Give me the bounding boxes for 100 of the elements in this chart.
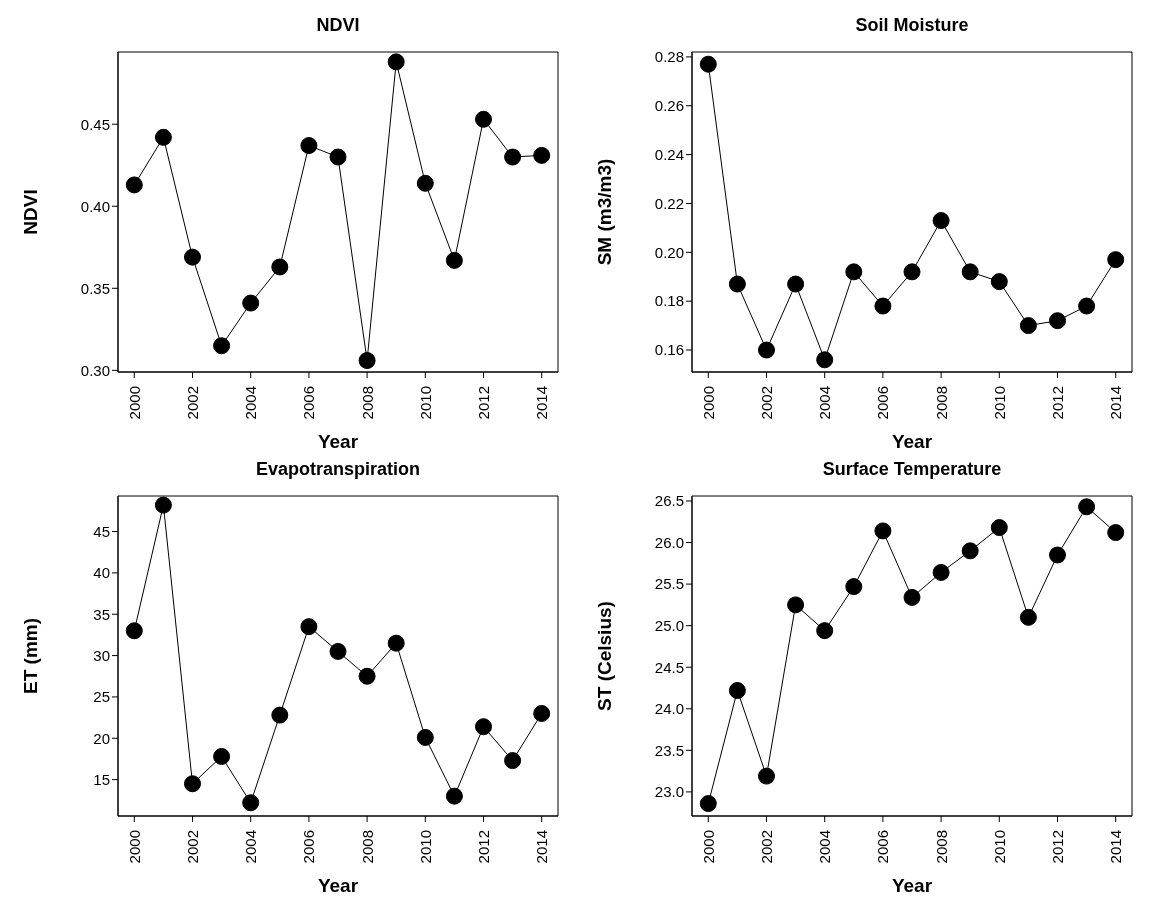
point	[961, 542, 979, 560]
y-tick-label: 0.26	[654, 97, 684, 115]
point	[699, 795, 717, 813]
y-tick-label: 0.30	[80, 361, 110, 379]
point	[213, 337, 231, 355]
y-axis-title: ST (Celsius)	[593, 601, 615, 711]
point	[475, 718, 492, 736]
point	[816, 622, 834, 640]
point	[184, 248, 201, 266]
point	[874, 297, 892, 315]
x-axis-title: Year	[891, 875, 933, 896]
y-tick-label: 45	[93, 522, 110, 540]
point	[1019, 317, 1037, 335]
x-tick-label: 2012	[475, 386, 492, 420]
y-tick-label: 23.5	[654, 741, 684, 759]
y-tick-label: 0.18	[654, 292, 684, 310]
point	[533, 704, 551, 722]
x-tick-label: 2012	[1049, 830, 1066, 864]
x-tick-label: 2006	[874, 386, 892, 420]
point	[154, 496, 172, 514]
point	[728, 681, 746, 699]
chart-title: Surface Temperature	[821, 458, 1003, 481]
x-tick-label: 2010	[416, 386, 434, 420]
y-tick-label: 25	[93, 688, 110, 706]
x-tick-label: 2000	[699, 830, 717, 864]
y-tick-label: 35	[93, 605, 110, 623]
x-tick-label: 2008	[932, 386, 950, 420]
point	[445, 251, 463, 269]
y-tick-label: 25.0	[654, 616, 684, 634]
point	[416, 728, 434, 746]
x-axis-title: Year	[317, 875, 359, 896]
y-axis-title: ET (mm)	[19, 618, 41, 694]
x-axis-title: Year	[317, 431, 359, 452]
point	[125, 622, 143, 640]
y-tick-label: 0.28	[654, 48, 684, 66]
point	[242, 794, 260, 812]
y-tick-label: 23.0	[654, 783, 684, 801]
point	[816, 351, 834, 369]
x-tick-label: 2008	[932, 830, 950, 864]
x-tick-label: 2000	[125, 386, 143, 420]
point	[1019, 608, 1037, 626]
point	[961, 263, 979, 281]
x-tick-label: 2012	[1049, 386, 1066, 420]
x-tick-label: 2006	[300, 830, 318, 864]
x-tick-label: 2008	[358, 830, 376, 864]
point	[932, 563, 950, 581]
point	[787, 275, 805, 293]
y-tick-label: 26.5	[654, 492, 684, 510]
y-tick-label: 20	[93, 729, 110, 747]
x-tick-label: 2004	[816, 386, 834, 420]
chart-title: Evapotranspiration	[255, 458, 421, 481]
y-tick-label: 0.16	[654, 341, 684, 359]
x-tick-label: 2014	[1107, 386, 1125, 420]
point	[903, 263, 921, 281]
point	[329, 148, 347, 166]
point	[329, 642, 347, 660]
point	[845, 578, 863, 596]
point	[990, 519, 1008, 537]
point	[358, 667, 376, 685]
point	[533, 146, 551, 164]
point	[758, 341, 775, 359]
point	[125, 176, 143, 194]
point	[445, 787, 463, 805]
point	[787, 596, 805, 614]
point	[271, 706, 289, 724]
point	[1049, 546, 1066, 564]
y-tick-label: 24.5	[654, 658, 684, 676]
point	[504, 752, 522, 770]
y-tick-label: 15	[93, 770, 110, 788]
point	[387, 634, 405, 652]
point	[184, 775, 201, 793]
chart-title: NDVI	[315, 14, 361, 37]
point	[1049, 312, 1066, 330]
x-tick-label: 2004	[242, 830, 260, 864]
x-tick-label: 2002	[184, 830, 201, 864]
y-tick-label: 24.0	[654, 700, 684, 718]
y-tick-label: 40	[93, 564, 110, 582]
x-tick-label: 2010	[416, 830, 434, 864]
x-tick-label: 2014	[1107, 830, 1125, 864]
y-tick-label: 0.20	[654, 243, 684, 261]
point	[845, 263, 863, 281]
point	[504, 148, 522, 166]
point	[1107, 524, 1125, 542]
point	[903, 588, 921, 606]
y-tick-label: 25.5	[654, 575, 684, 593]
x-tick-label: 2004	[242, 386, 260, 420]
y-axis-title: SM (m3/m3)	[593, 158, 615, 266]
y-tick-label: 0.24	[654, 145, 684, 163]
point	[271, 258, 289, 276]
y-tick-label: 0.40	[80, 197, 110, 215]
x-axis-title: Year	[891, 431, 933, 452]
point	[242, 294, 260, 312]
point	[758, 767, 775, 785]
point	[728, 275, 746, 293]
x-tick-label: 2010	[990, 386, 1008, 420]
x-tick-label: 2006	[874, 830, 892, 864]
point	[416, 174, 434, 192]
chart-title: Soil Moisture	[854, 14, 970, 37]
point	[990, 273, 1008, 291]
x-tick-label: 2004	[816, 830, 834, 864]
